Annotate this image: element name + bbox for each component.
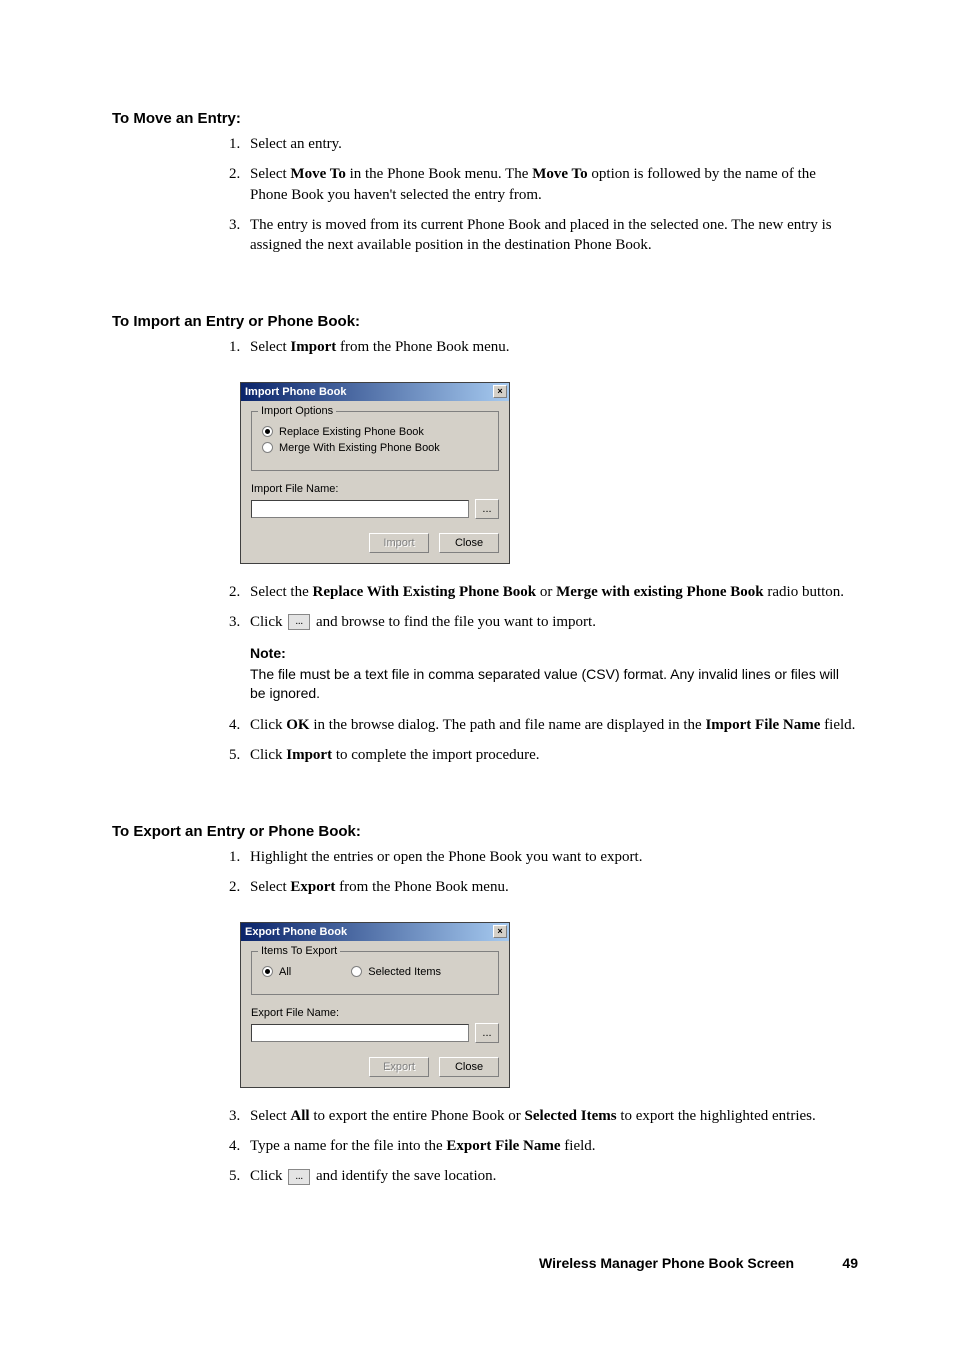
fieldset-legend: Import Options: [258, 405, 336, 417]
browse-icon-inline: ...: [288, 1169, 310, 1185]
text-bold: Merge with existing Phone Book: [556, 584, 764, 600]
text-bold: Import: [290, 339, 336, 355]
close-icon[interactable]: ×: [493, 385, 507, 398]
note-title: Note:: [250, 644, 856, 663]
export-step-5: Click ... and identify the save location…: [244, 1166, 856, 1186]
text: Click: [250, 1168, 286, 1184]
dialog-titlebar: Import Phone Book ×: [241, 383, 509, 401]
page-footer: Wireless Manager Phone Book Screen 49: [539, 1255, 858, 1271]
import-step-2: Select the Replace With Existing Phone B…: [244, 582, 856, 602]
selected-radio-label: Selected Items: [368, 966, 441, 978]
move-steps: Select an entry. Select Move To in the P…: [112, 134, 856, 255]
text-bold: Import File Name: [705, 717, 820, 733]
text: from the Phone Book menu.: [335, 879, 508, 895]
browse-button[interactable]: ...: [475, 499, 499, 519]
text-bold: Export File Name: [446, 1138, 560, 1154]
merge-radio-label: Merge With Existing Phone Book: [279, 442, 440, 454]
text-bold: Move To: [532, 166, 587, 182]
text: Select: [250, 879, 290, 895]
footer-page-number: 49: [798, 1255, 858, 1271]
fieldset-legend: Items To Export: [258, 945, 340, 957]
text: Select the: [250, 584, 312, 600]
text: Click: [250, 747, 286, 763]
text: to export the entire Phone Book or: [310, 1108, 525, 1124]
export-items-fieldset: Items To Export All Selected Items: [251, 951, 499, 995]
all-radio[interactable]: [262, 966, 273, 977]
text-bold: Replace With Existing Phone Book: [312, 584, 536, 600]
text: to complete the import procedure.: [332, 747, 539, 763]
move-step-3: The entry is moved from its current Phon…: [244, 215, 856, 256]
browse-button[interactable]: ...: [475, 1023, 499, 1043]
import-file-input[interactable]: [251, 500, 469, 518]
text: or: [536, 584, 556, 600]
move-step-1: Select an entry.: [244, 134, 856, 154]
section-heading-import: To Import an Entry or Phone Book:: [112, 313, 856, 330]
text: Click: [250, 614, 286, 630]
replace-radio-label: Replace Existing Phone Book: [279, 426, 424, 438]
section-heading-export: To Export an Entry or Phone Book:: [112, 823, 856, 840]
import-dialog: Import Phone Book × Import Options Repla…: [240, 382, 510, 564]
text-bold: Move To: [290, 166, 345, 182]
import-step-1: Select Import from the Phone Book menu.: [244, 337, 856, 357]
all-radio-label: All: [279, 966, 291, 978]
export-steps: Highlight the entries or open the Phone …: [112, 847, 856, 898]
text: and identify the save location.: [312, 1168, 496, 1184]
import-step-3: Click ... and browse to find the file yo…: [244, 612, 856, 703]
text: Select: [250, 1108, 290, 1124]
text: to export the highlighted entries.: [617, 1108, 816, 1124]
export-file-input[interactable]: [251, 1024, 469, 1042]
import-steps: Select Import from the Phone Book menu.: [112, 337, 856, 357]
text: Select: [250, 339, 290, 355]
import-step-5: Click Import to complete the import proc…: [244, 745, 856, 765]
text: field.: [820, 717, 855, 733]
text-bold: Export: [290, 879, 335, 895]
import-step-4: Click OK in the browse dialog. The path …: [244, 715, 856, 735]
text-bold: Selected Items: [525, 1108, 617, 1124]
text: field.: [561, 1138, 596, 1154]
text: from the Phone Book menu.: [336, 339, 509, 355]
export-file-label: Export File Name:: [251, 1007, 499, 1019]
browse-icon-inline: ...: [288, 614, 310, 630]
section-heading-move: To Move an Entry:: [112, 110, 856, 127]
footer-title: Wireless Manager Phone Book Screen: [539, 1255, 794, 1271]
export-button[interactable]: Export: [369, 1057, 429, 1077]
note-block: Note: The file must be a text file in co…: [250, 644, 856, 703]
text: and browse to find the file you want to …: [312, 614, 596, 630]
import-steps-cont: Select the Replace With Existing Phone B…: [112, 582, 856, 766]
text: Type a name for the file into the: [250, 1138, 446, 1154]
dialog-title: Export Phone Book: [245, 923, 347, 941]
note-text: The file must be a text file in comma se…: [250, 665, 856, 703]
dialog-titlebar: Export Phone Book ×: [241, 923, 509, 941]
close-button[interactable]: Close: [439, 1057, 499, 1077]
merge-radio[interactable]: [262, 442, 273, 453]
text: Select: [250, 166, 290, 182]
text-bold: OK: [286, 717, 309, 733]
export-step-4: Type a name for the file into the Export…: [244, 1136, 856, 1156]
move-step-2: Select Move To in the Phone Book menu. T…: [244, 164, 856, 205]
import-button[interactable]: Import: [369, 533, 429, 553]
text: in the browse dialog. The path and file …: [310, 717, 706, 733]
text: radio button.: [764, 584, 844, 600]
text-bold: All: [290, 1108, 309, 1124]
close-button[interactable]: Close: [439, 533, 499, 553]
export-step-3: Select All to export the entire Phone Bo…: [244, 1106, 856, 1126]
selected-radio[interactable]: [351, 966, 362, 977]
text: Click: [250, 717, 286, 733]
replace-radio[interactable]: [262, 426, 273, 437]
text: in the Phone Book menu. The: [346, 166, 532, 182]
import-file-label: Import File Name:: [251, 483, 499, 495]
export-step-1: Highlight the entries or open the Phone …: [244, 847, 856, 867]
export-step-2: Select Export from the Phone Book menu.: [244, 877, 856, 897]
import-options-fieldset: Import Options Replace Existing Phone Bo…: [251, 411, 499, 471]
dialog-title: Import Phone Book: [245, 383, 346, 401]
export-dialog: Export Phone Book × Items To Export All …: [240, 922, 510, 1088]
text-bold: Import: [286, 747, 332, 763]
export-steps-cont: Select All to export the entire Phone Bo…: [112, 1106, 856, 1187]
close-icon[interactable]: ×: [493, 925, 507, 938]
